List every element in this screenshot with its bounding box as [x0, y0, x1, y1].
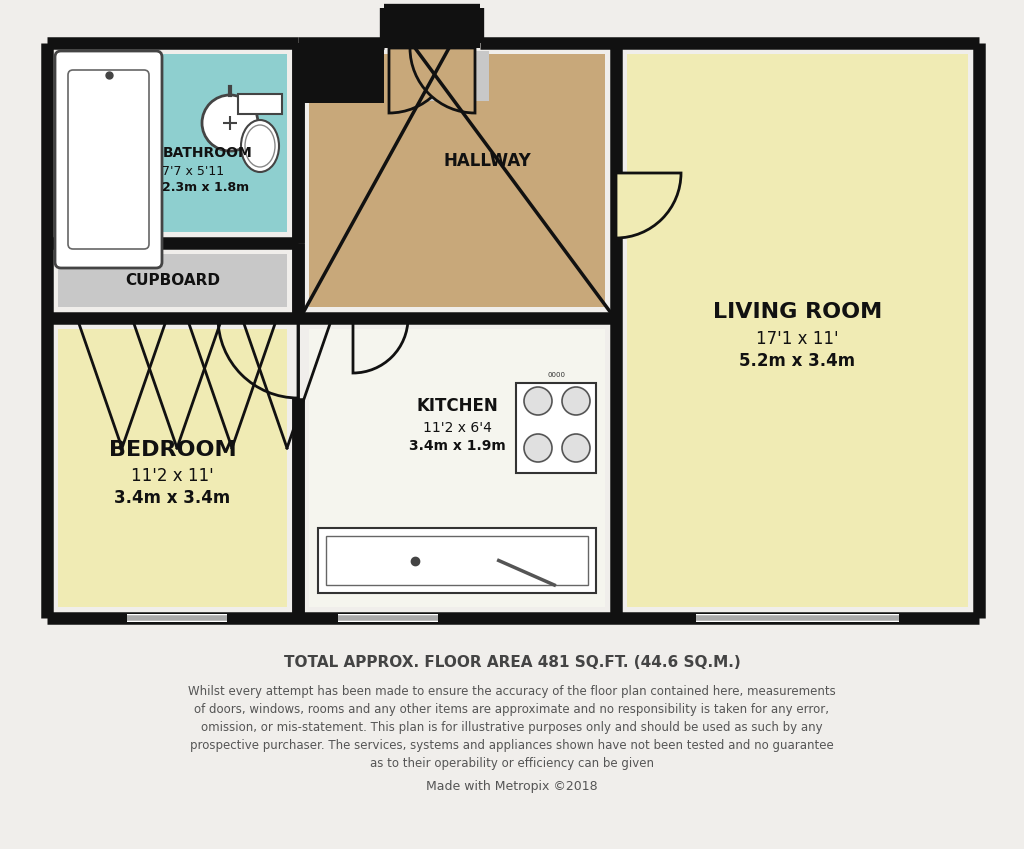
Text: 5.2m x 3.4m: 5.2m x 3.4m: [739, 351, 856, 369]
Circle shape: [562, 434, 590, 462]
Bar: [326, 536, 588, 585]
Bar: [516, 383, 596, 473]
Bar: [389, 51, 434, 101]
Text: 0000: 0000: [547, 372, 565, 378]
Circle shape: [202, 95, 258, 151]
Bar: [442, 51, 489, 101]
Circle shape: [524, 387, 552, 415]
Text: HALLWAY: HALLWAY: [443, 151, 530, 170]
Text: CUPBOARD: CUPBOARD: [125, 273, 220, 288]
Text: prospective purchaser. The services, systems and appliances shown have not been : prospective purchaser. The services, sys…: [190, 739, 834, 752]
Bar: [627, 54, 968, 607]
Bar: [309, 329, 605, 607]
Ellipse shape: [241, 120, 279, 172]
Bar: [384, 23, 480, 48]
Text: 11'2 x 11': 11'2 x 11': [131, 467, 214, 485]
Text: BEDROOM: BEDROOM: [109, 440, 237, 460]
Wedge shape: [616, 173, 681, 238]
Ellipse shape: [245, 125, 275, 167]
Text: 2.3m x 1.8m: 2.3m x 1.8m: [163, 181, 250, 194]
Bar: [58, 254, 287, 307]
Text: Made with Metropix ©2018: Made with Metropix ©2018: [426, 780, 598, 793]
Text: 3.4m x 3.4m: 3.4m x 3.4m: [115, 489, 230, 507]
Bar: [238, 94, 282, 114]
Text: 3.4m x 1.9m: 3.4m x 1.9m: [409, 439, 506, 453]
Text: 7'7 x 5'11: 7'7 x 5'11: [163, 165, 224, 177]
Bar: [384, 8, 480, 43]
Bar: [696, 614, 899, 622]
Bar: [338, 614, 438, 622]
Bar: [309, 54, 605, 307]
Bar: [58, 54, 287, 232]
FancyBboxPatch shape: [55, 51, 162, 268]
Text: BATHROOM: BATHROOM: [163, 146, 252, 160]
Wedge shape: [410, 48, 475, 113]
Text: Whilst every attempt has been made to ensure the accuracy of the floor plan cont: Whilst every attempt has been made to en…: [188, 685, 836, 698]
Circle shape: [562, 387, 590, 415]
Text: LIVING ROOM: LIVING ROOM: [713, 302, 882, 323]
Text: KITCHEN: KITCHEN: [416, 397, 498, 415]
Text: 17'1 x 11': 17'1 x 11': [756, 329, 839, 347]
Wedge shape: [389, 48, 454, 113]
Circle shape: [524, 434, 552, 462]
Text: omission, or mis-statement. This plan is for illustrative purposes only and shou: omission, or mis-statement. This plan is…: [201, 721, 823, 734]
Text: of doors, windows, rooms and any other items are approximate and no responsibili: of doors, windows, rooms and any other i…: [195, 703, 829, 716]
Bar: [127, 614, 227, 622]
Bar: [58, 329, 287, 607]
Bar: [318, 528, 596, 593]
Bar: [298, 43, 384, 103]
Text: 11'2 x 6'4: 11'2 x 6'4: [423, 421, 492, 435]
FancyBboxPatch shape: [68, 70, 150, 249]
Text: TOTAL APPROX. FLOOR AREA 481 SQ.FT. (44.6 SQ.M.): TOTAL APPROX. FLOOR AREA 481 SQ.FT. (44.…: [284, 655, 740, 670]
Text: as to their operability or efficiency can be given: as to their operability or efficiency ca…: [370, 757, 654, 770]
